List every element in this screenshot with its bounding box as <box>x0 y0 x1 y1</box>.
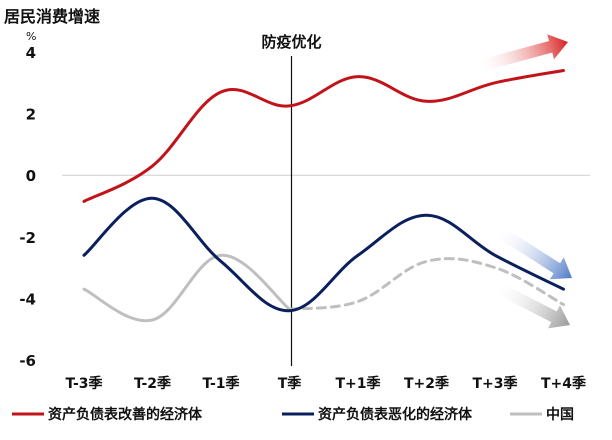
series-line <box>82 68 565 203</box>
legend-label: 资产负债表改善的经济体 <box>48 406 203 423</box>
series-line-dashed <box>288 257 565 311</box>
chart-legend: 资产负债表改善的经济体 资产负债表恶化的经济体 中国 <box>12 406 574 423</box>
y-axis-unit: % <box>26 30 36 43</box>
blue-down-arrow <box>496 226 573 280</box>
legend-item: 资产负债表改善的经济体 <box>12 406 203 423</box>
legend-label: 中国 <box>546 406 574 423</box>
legend-label: 资产负债表恶化的经济体 <box>318 406 473 423</box>
x-tick-label: T+4季 <box>541 375 586 392</box>
trend-arrows <box>478 34 573 329</box>
y-tick-labels: 4 2 0 -2 -4 -6 <box>19 44 36 370</box>
y-tick-label: 4 <box>26 44 36 62</box>
legend-item: 资产负债表恶化的经济体 <box>282 406 473 423</box>
x-tick-label: T-1季 <box>202 375 239 392</box>
series-line <box>82 253 291 323</box>
gray-down-arrow <box>495 282 570 329</box>
y-tick-label: -2 <box>19 229 36 247</box>
chart-title: 居民消费增速 <box>4 7 100 26</box>
x-tick-label: T季 <box>278 375 302 392</box>
y-tick-label: -6 <box>19 352 36 370</box>
x-tick-label: T+2季 <box>404 375 449 392</box>
x-tick-label: T+1季 <box>335 375 380 392</box>
series-lines <box>82 68 565 323</box>
y-tick-label: 0 <box>26 167 36 185</box>
event-annotation: 防疫优化 <box>261 33 321 51</box>
legend-item: 中国 <box>510 406 574 423</box>
x-tick-label: T-3季 <box>65 375 102 392</box>
x-tick-labels: T-3季 T-2季 T-1季 T季 T+1季 T+2季 T+3季 T+4季 <box>65 375 586 392</box>
y-tick-label: -4 <box>19 290 36 308</box>
x-tick-label: T-2季 <box>134 375 171 392</box>
red-up-arrow <box>478 34 569 72</box>
x-tick-label: T+3季 <box>472 375 517 392</box>
series-line <box>82 196 565 313</box>
y-tick-label: 2 <box>26 106 36 124</box>
